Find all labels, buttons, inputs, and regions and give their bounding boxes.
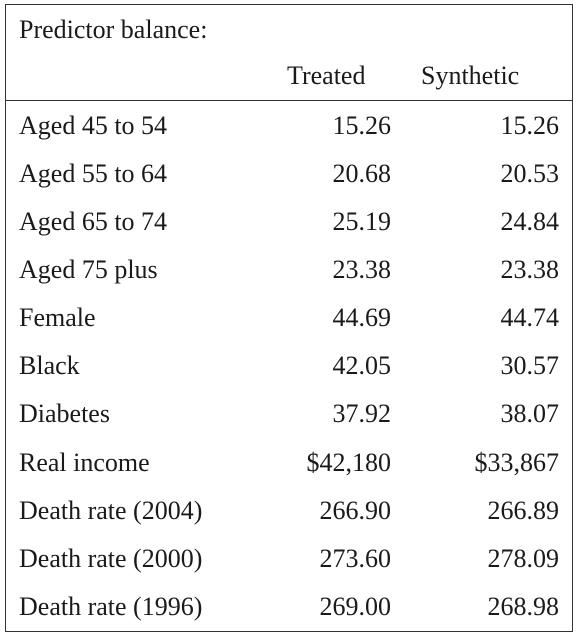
treated-value: 42.05: [332, 351, 392, 380]
table-row: Death rate (2004) 266.90 266.89: [6, 494, 572, 542]
treated-value: 25.19: [332, 207, 392, 236]
table-row: Black 42.05 30.57: [6, 349, 572, 397]
synthetic-value: 23.38: [500, 255, 560, 284]
treated-value: 273.60: [319, 544, 392, 573]
header-rule: [6, 100, 572, 101]
row-label: Female: [19, 303, 96, 332]
column-header-synthetic: Synthetic: [421, 61, 520, 90]
table-caption: Predictor balance:: [19, 15, 208, 44]
treated-value: 266.90: [319, 496, 392, 525]
row-label: Black: [19, 351, 80, 380]
synthetic-value: $33,867: [474, 448, 560, 477]
table-row: Aged 75 plus 23.38 23.38: [6, 253, 572, 301]
row-label: Aged 65 to 74: [19, 207, 168, 236]
treated-value: 20.68: [332, 159, 392, 188]
synthetic-value: 20.53: [500, 159, 560, 188]
row-label: Aged 75 plus: [19, 255, 158, 284]
synthetic-value: 266.89: [487, 496, 560, 525]
row-label: Death rate (2004): [19, 496, 203, 525]
row-label: Diabetes: [19, 399, 110, 428]
predictor-balance-table: Predictor balance: Treated Synthetic Age…: [5, 4, 573, 632]
treated-value: $42,180: [306, 448, 392, 477]
synthetic-value: 30.57: [500, 351, 560, 380]
synthetic-value: 44.74: [500, 303, 560, 332]
table-row: Real income $42,180 $33,867: [6, 446, 572, 494]
table-row: Female 44.69 44.74: [6, 301, 572, 349]
treated-value: 44.69: [332, 303, 392, 332]
column-header-treated: Treated: [287, 61, 366, 90]
row-label: Death rate (2000): [19, 544, 203, 573]
synthetic-value: 38.07: [500, 399, 560, 428]
table-row: Diabetes 37.92 38.07: [6, 397, 572, 445]
synthetic-value: 278.09: [487, 544, 560, 573]
row-label: Death rate (1996): [19, 592, 203, 621]
treated-value: 37.92: [332, 399, 392, 428]
synthetic-value: 268.98: [487, 592, 560, 621]
table-row: Aged 55 to 64 20.68 20.53: [6, 157, 572, 205]
table-row: Aged 45 to 54 15.26 15.26: [6, 109, 572, 157]
treated-value: 269.00: [319, 592, 392, 621]
treated-value: 15.26: [332, 111, 392, 140]
synthetic-value: 24.84: [500, 207, 560, 236]
treated-value: 23.38: [332, 255, 392, 284]
row-label: Real income: [19, 448, 150, 477]
row-label: Aged 45 to 54: [19, 111, 168, 140]
table-row: Death rate (2000) 273.60 278.09: [6, 542, 572, 590]
table-row: Aged 65 to 74 25.19 24.84: [6, 205, 572, 253]
row-label: Aged 55 to 64: [19, 159, 168, 188]
synthetic-value: 15.26: [500, 111, 560, 140]
table-row: Death rate (1996) 269.00 268.98: [6, 590, 572, 638]
